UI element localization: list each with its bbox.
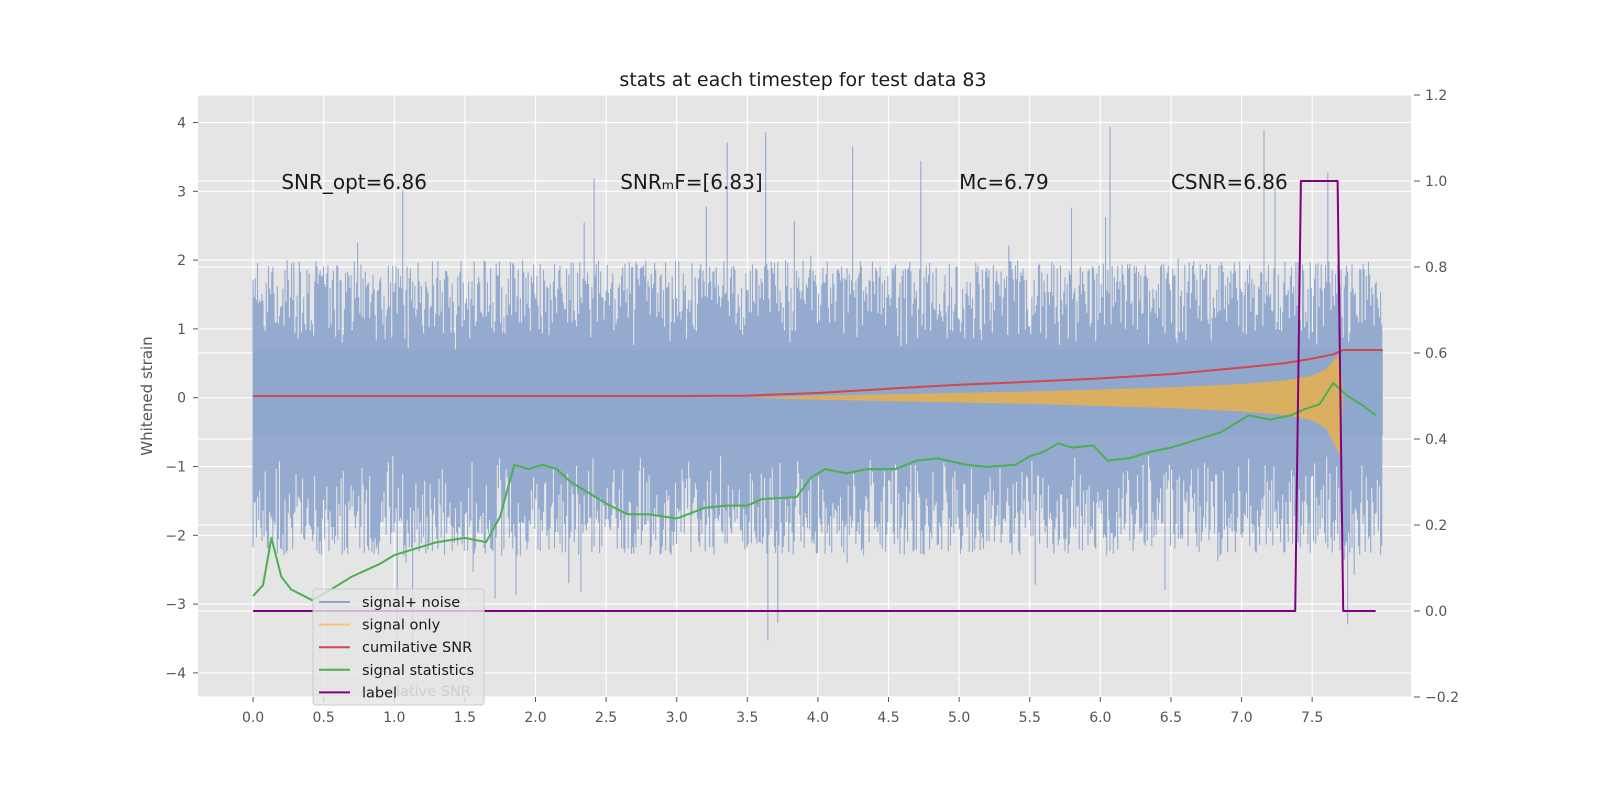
x-tick-label: 7.0 <box>1230 710 1252 726</box>
line-series <box>252 180 1383 612</box>
mc-annotation: Mᴄ=6.79 <box>959 170 1049 194</box>
x-tick-label: 7.5 <box>1301 710 1323 726</box>
signal-only-envelope <box>747 353 1344 457</box>
chart-title: stats at each timestep for test data 83 <box>619 69 986 91</box>
x-tick-label: 2.0 <box>524 710 546 726</box>
y2-tick-label: 0.2 <box>1425 518 1447 534</box>
x-tick-label: 0.5 <box>313 710 335 726</box>
x-tick-label: 3.5 <box>736 710 758 726</box>
y-tick-label: 2 <box>177 253 186 269</box>
legend-label: cumilative SNR <box>362 640 472 656</box>
legend-label: label <box>362 685 397 701</box>
x-tick-label: 1.5 <box>454 710 476 726</box>
y2-tick-label: 0.4 <box>1425 432 1447 448</box>
y2-tick-label: 0.8 <box>1425 260 1447 276</box>
snr-opt-annotation: SNR_opt=6.86 <box>281 170 427 194</box>
y-tick-label: −4 <box>165 666 186 682</box>
y-tick-label: 4 <box>177 116 186 132</box>
axis-ticks: 0.0 0.5 1.0 1.5 2.0 2.5 3.0 3.5 4.0 4.5 5.0 5.5 6.0 6… <box>165 88 1459 726</box>
cumilative-snr-line <box>253 349 1383 397</box>
x-tick-label: 1.0 <box>383 710 405 726</box>
x-tick-label: 4.5 <box>877 710 899 726</box>
y2-tick-label: 0.6 <box>1425 346 1447 362</box>
y-axis-label: Whitened strain <box>138 336 156 455</box>
y-tick-label: −2 <box>165 528 186 544</box>
legend-label: signal only <box>362 618 441 634</box>
y2-tick-label: −0.2 <box>1425 690 1459 706</box>
csnr-annotation: CSNR=6.86 <box>1171 170 1288 194</box>
y-tick-label: −1 <box>165 460 186 476</box>
legend: lative SNR signal+ noise signal only cumila… <box>312 588 485 706</box>
x-tick-label: 5.5 <box>1019 710 1041 726</box>
signal-statistics-line <box>252 382 1377 602</box>
x-tick-label: 3.0 <box>666 710 688 726</box>
x-tick-label: 6.5 <box>1160 710 1182 726</box>
x-tick-label: 5.0 <box>948 710 970 726</box>
y-tick-label: 0 <box>177 391 186 407</box>
x-tick-label: 0.0 <box>242 710 264 726</box>
snr-mf-annotation: SNRₘF=[6.83] <box>620 170 762 194</box>
x-tick-label: 4.0 <box>807 710 829 726</box>
y-tick-label: −3 <box>165 597 186 613</box>
legend-label: signal+ noise <box>362 595 460 611</box>
y2-tick-label: 0.0 <box>1425 604 1447 620</box>
y2-tick-label: 1.0 <box>1425 174 1447 190</box>
annotations: SNR_opt=6.86 SNRₘF=[6.83] Mᴄ=6.79 CSNR=6.86 <box>281 170 1287 194</box>
y-tick-label: 3 <box>177 184 186 200</box>
legend-box <box>312 588 485 706</box>
x-tick-label: 6.0 <box>1089 710 1111 726</box>
label-line <box>253 180 1376 612</box>
legend-label: signal statistics <box>362 663 474 679</box>
y2-tick-label: 1.2 <box>1425 88 1447 104</box>
legend-ghost-text: lative SNR <box>396 684 471 700</box>
x-tick-label: 2.5 <box>595 710 617 726</box>
y-tick-label: 1 <box>177 322 186 338</box>
